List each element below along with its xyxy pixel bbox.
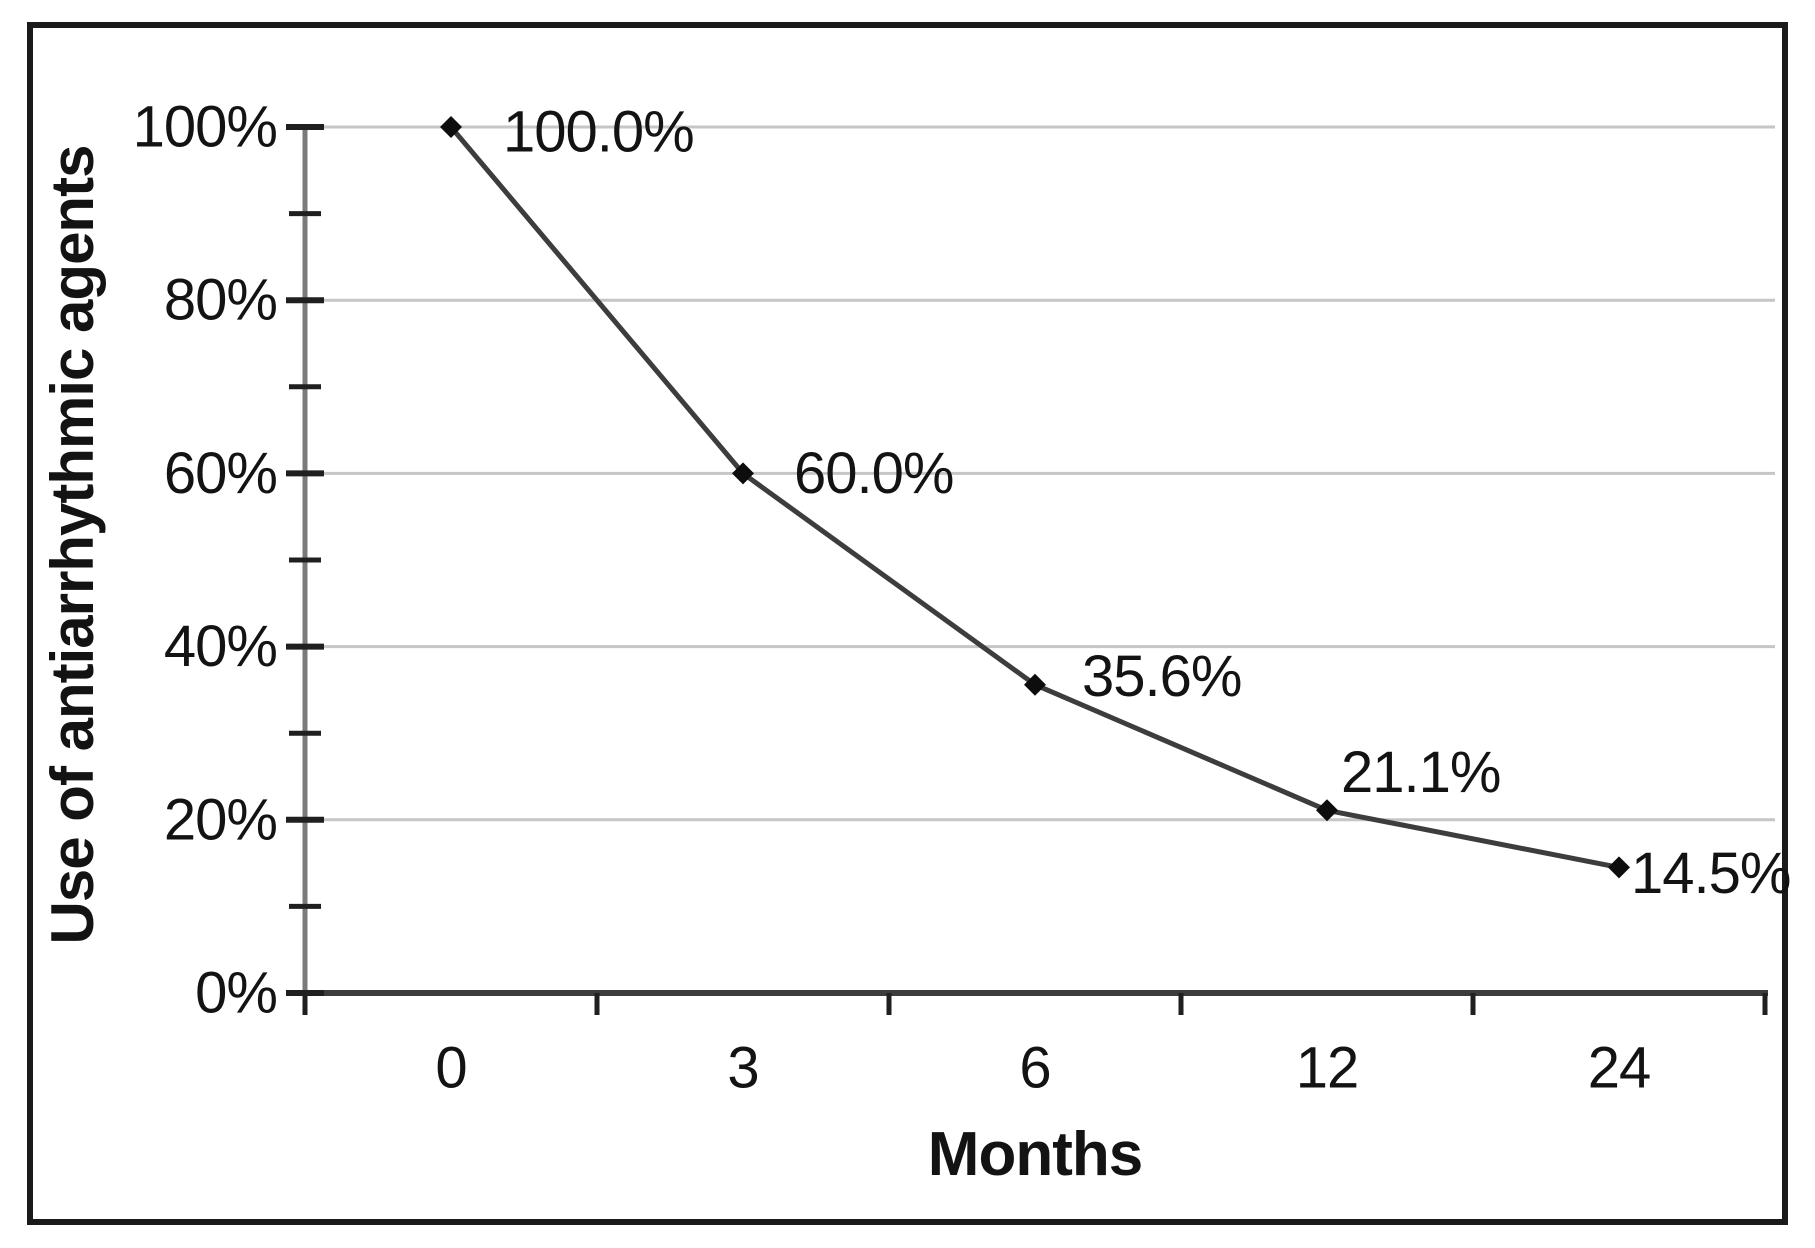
x-tick-label: 6 bbox=[1019, 1036, 1050, 1101]
y-axis-title: Use of antiarrhythmic agents bbox=[39, 146, 106, 945]
data-point-label: 35.6% bbox=[1082, 644, 1241, 709]
y-tick-label: 20% bbox=[164, 787, 277, 852]
figure-border bbox=[27, 22, 1788, 1225]
data-point-marker bbox=[1024, 673, 1046, 696]
x-tick-label: 12 bbox=[1296, 1036, 1359, 1101]
y-tick-label: 40% bbox=[164, 614, 277, 679]
y-tick-label: 100% bbox=[133, 95, 277, 160]
x-tick-label: 24 bbox=[1588, 1036, 1651, 1101]
y-tick-label: 60% bbox=[164, 441, 277, 506]
data-point-marker bbox=[1608, 856, 1630, 879]
y-tick-label: 80% bbox=[164, 268, 277, 333]
data-point-marker bbox=[1316, 799, 1338, 822]
x-tick-label: 0 bbox=[435, 1036, 466, 1101]
data-point-marker bbox=[440, 116, 462, 138]
y-tick-label: 0% bbox=[195, 961, 277, 1026]
x-tick-label: 3 bbox=[727, 1036, 758, 1101]
data-point-marker bbox=[732, 462, 754, 485]
data-point-label: 60.0% bbox=[794, 441, 953, 506]
data-point-label: 100.0% bbox=[503, 100, 694, 165]
data-point-label: 14.5% bbox=[1631, 841, 1790, 906]
data-point-label: 21.1% bbox=[1341, 740, 1500, 805]
x-axis-title: Months bbox=[928, 1120, 1142, 1189]
